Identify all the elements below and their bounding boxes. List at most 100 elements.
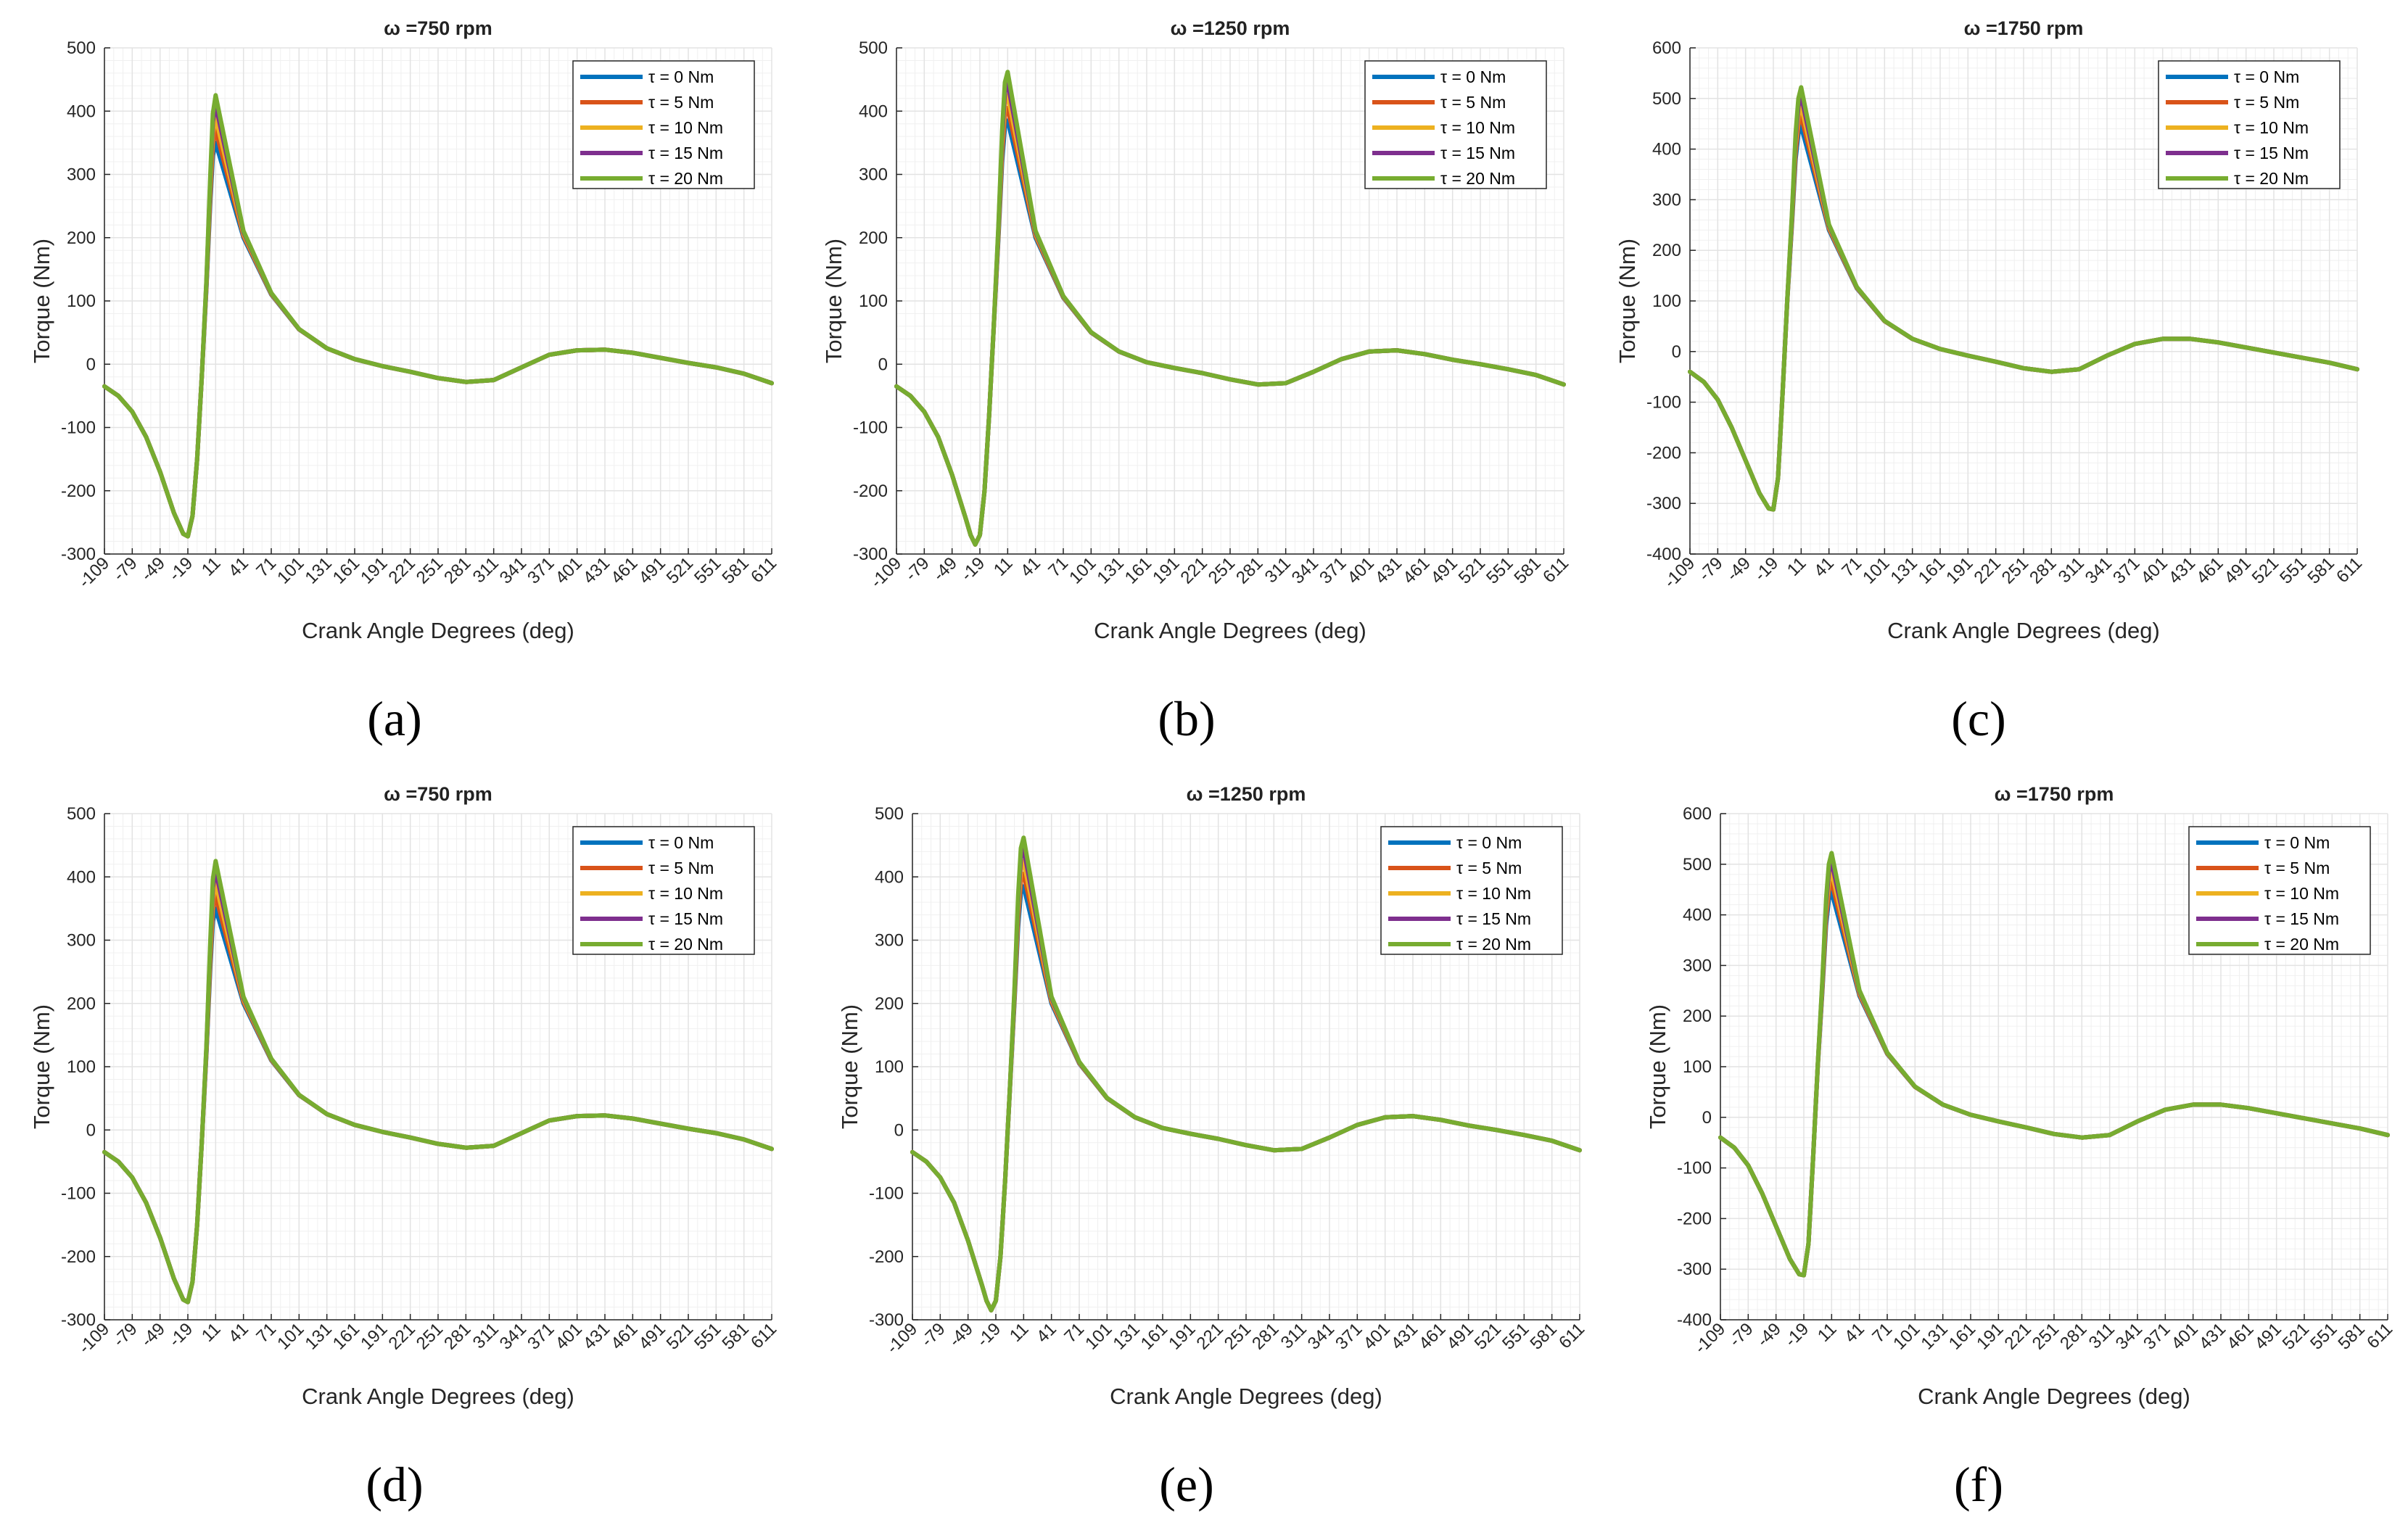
x-tick-label: 461: [2193, 553, 2227, 587]
x-tick-label: 221: [2001, 1319, 2035, 1353]
x-tick-label: -49: [929, 553, 961, 585]
series-line-tau-20: [910, 835, 1582, 1313]
legend-entry-tau-20: τ = 20 Nm: [1456, 935, 1531, 954]
x-tick-label: 461: [1415, 1319, 1449, 1353]
legend: τ = 0 Nm τ = 5 Nm τ = 10 Nm τ = 15 Nm τ = 20…: [572, 60, 755, 189]
legend-entry-tau-0: τ = 0 Nm: [1456, 833, 1522, 852]
x-tick-label: -79: [110, 553, 141, 585]
x-tick-label: 161: [1121, 553, 1155, 587]
x-tick-label: 341: [1288, 553, 1322, 587]
chart-panel-d: -300-200-1000100200300400500-109-79-49-1…: [29, 783, 780, 1409]
x-tick-label: 371: [524, 1319, 558, 1353]
legend-entry-tau-15: τ = 15 Nm: [1440, 144, 1515, 162]
y-tick-label: 500: [67, 804, 96, 824]
chart-panel-e: -300-200-1000100200300400500-109-79-49-1…: [837, 783, 1588, 1409]
x-tick-label: 311: [1261, 553, 1295, 587]
y-tick-label: -100: [61, 418, 96, 438]
x-tick-label: 581: [1527, 1319, 1561, 1353]
x-tick-label: 521: [1471, 1319, 1505, 1353]
panel-caption-d: (d): [366, 1457, 423, 1512]
legend-box: [2188, 826, 2371, 955]
x-tick-label: 341: [1304, 1319, 1338, 1353]
x-tick-label: 281: [2056, 1319, 2090, 1353]
x-tick-label: 101: [1081, 1319, 1116, 1353]
x-tick-label: -19: [973, 1319, 1005, 1351]
x-tick-label: 191: [1942, 553, 1976, 587]
x-tick-label: 611: [2363, 1319, 2396, 1352]
x-axis-label: Crank Angle Degrees (deg): [1887, 618, 2160, 643]
chart-title: ω =750 rpm: [384, 17, 492, 39]
y-tick-label: 200: [67, 994, 96, 1014]
legend-box: [2158, 60, 2341, 189]
x-tick-label: 41: [1810, 553, 1838, 581]
x-tick-label: -19: [1751, 553, 1783, 585]
x-tick-label: 551: [690, 1319, 725, 1353]
y-tick-label: 500: [1683, 855, 1712, 875]
x-tick-label: 41: [1033, 1319, 1060, 1347]
x-tick-label: 491: [1427, 553, 1461, 587]
y-tick-label: 500: [859, 38, 888, 58]
x-tick-label: 221: [1177, 553, 1211, 587]
x-tick-label: 611: [747, 1319, 780, 1352]
y-tick-label: 400: [67, 102, 96, 121]
x-tick-label: 431: [2195, 1319, 2230, 1353]
y-tick-label: -100: [61, 1184, 96, 1204]
x-tick-label: 131: [1094, 553, 1128, 587]
legend-entry-tau-15: τ = 15 Nm: [2234, 144, 2309, 162]
panel-caption-c: (c): [1951, 691, 2005, 746]
y-tick-label: -200: [61, 1247, 96, 1267]
x-tick-label: 461: [1399, 553, 1433, 587]
x-tick-label: -49: [137, 553, 169, 585]
y-tick-label: 100: [67, 292, 96, 311]
legend-entry-tau-10: τ = 10 Nm: [2264, 884, 2339, 903]
legend-entry-tau-5: τ = 5 Nm: [648, 93, 714, 112]
y-tick-label: 0: [894, 1120, 904, 1140]
y-tick-label: 200: [1652, 241, 1681, 260]
x-tick-label: -79: [1725, 1319, 1757, 1351]
x-tick-label: 341: [2112, 1319, 2146, 1353]
legend-entry-tau-0: τ = 0 Nm: [2234, 67, 2299, 86]
legend-entry-tau-0: τ = 0 Nm: [1440, 67, 1506, 86]
x-tick-label: 521: [2279, 1319, 2313, 1353]
x-tick-label: 281: [1248, 1319, 1282, 1353]
x-tick-label: 401: [552, 1319, 586, 1353]
panel-caption-b: (b): [1158, 691, 1215, 746]
y-tick-label: -200: [869, 1247, 904, 1267]
x-tick-label: 281: [440, 553, 474, 587]
y-tick-label: 600: [1683, 804, 1712, 824]
chart-panel-f: -400-300-200-1000100200300400500600-109-…: [1645, 783, 2396, 1409]
y-tick-label: 500: [1652, 89, 1681, 109]
x-tick-label: 131: [1110, 1319, 1144, 1353]
x-tick-label: 491: [635, 1319, 669, 1353]
x-tick-label: 311: [1277, 1319, 1311, 1352]
x-tick-label: 161: [1945, 1319, 1979, 1353]
y-tick-label: 100: [875, 1057, 904, 1077]
x-tick-label: 41: [1841, 1319, 1868, 1347]
y-tick-label: 0: [86, 355, 96, 374]
x-tick-label: -19: [165, 1319, 197, 1351]
y-tick-label: 0: [878, 355, 888, 374]
x-tick-label: 191: [1149, 553, 1183, 587]
x-tick-label: 401: [1360, 1319, 1394, 1353]
x-tick-label: 311: [2055, 553, 2088, 587]
y-tick-label: -100: [1646, 393, 1681, 413]
x-tick-label: 251: [1205, 553, 1239, 587]
y-tick-label: 200: [875, 994, 904, 1014]
x-tick-label: 431: [2165, 553, 2199, 587]
panel-caption-e: (e): [1159, 1457, 1213, 1512]
legend-entry-tau-10: τ = 10 Nm: [1456, 884, 1531, 903]
x-tick-label: 11: [1784, 553, 1810, 580]
y-tick-label: -200: [61, 482, 96, 501]
x-tick-label: 551: [2276, 553, 2310, 587]
x-tick-label: 41: [1017, 553, 1044, 581]
y-tick-label: 500: [67, 38, 96, 58]
panel-caption-a: (a): [367, 691, 421, 746]
chart-title: ω =1750 rpm: [1964, 17, 2084, 39]
y-tick-label: 0: [86, 1120, 96, 1140]
x-tick-label: 551: [690, 553, 725, 587]
x-tick-label: 401: [2137, 553, 2172, 587]
legend: τ = 0 Nm τ = 5 Nm τ = 10 Nm τ = 15 Nm τ = 20…: [572, 826, 755, 955]
x-tick-label: 431: [1388, 1319, 1422, 1353]
legend-entry-tau-5: τ = 5 Nm: [1456, 859, 1522, 877]
y-axis-label: Torque (Nm): [821, 239, 846, 363]
